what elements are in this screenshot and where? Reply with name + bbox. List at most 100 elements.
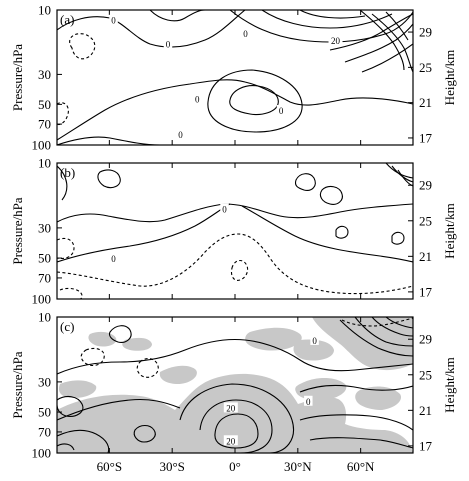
- panel-a-contour-label: 0: [195, 94, 200, 104]
- panel-a-contour: [261, 10, 393, 29]
- panel-c-shade: [122, 337, 152, 351]
- panel-c-contour: [371, 317, 413, 337]
- panel-b-contour-label: 0: [111, 254, 116, 264]
- panel-a-contour: [385, 11, 409, 41]
- panel-b-contour-label-bg: [109, 253, 118, 264]
- panel-a-height-tick-label: 25: [419, 60, 432, 75]
- panel-b-pressure-tick-label: 30: [38, 220, 51, 235]
- panel-a-contours: [57, 10, 413, 145]
- panel-c-contour-label: 20: [226, 403, 236, 413]
- panel-b-contour-label: 0: [222, 205, 227, 215]
- panel-a-pressure-tick-label: 50: [38, 97, 51, 112]
- panel-b-height-axis-title: Height/km: [442, 203, 457, 259]
- panel-c-contour: [57, 398, 181, 421]
- panel-b-contour: [385, 163, 413, 179]
- panel-a-label: (a): [60, 12, 74, 27]
- panel-a-height-tick-label: 17: [419, 130, 433, 145]
- panel-c-contour: [299, 414, 413, 431]
- panel-c-contour: [339, 319, 413, 357]
- panel-c-contour: [136, 357, 159, 378]
- panel-c-shade: [245, 327, 302, 351]
- panel-c-contour-label: 0: [306, 397, 311, 407]
- panel-b-pressure-tick-label: 50: [38, 251, 51, 266]
- contour-labels: 0 0 0 20 0 0 0 0 0 0 0 20 20: [109, 14, 343, 446]
- axis-ticks: [57, 9, 413, 454]
- panel-a-height-tick-label: 29: [419, 25, 432, 40]
- panel-a-contour-label-bg: [276, 105, 286, 116]
- panel-c-label: (c): [60, 319, 74, 334]
- panel-a-pressure-axis-title: Pressure/hPa: [10, 44, 25, 111]
- panel-c-contour-label-bg: [223, 402, 238, 413]
- axis-titles: Pressure/hPa Height/km Pressure/hPa Height/…: [10, 44, 457, 419]
- panel-a-contour-label: 20: [331, 36, 341, 46]
- panel-a-contour-label: 0: [243, 29, 248, 39]
- panel-c-contour: [108, 325, 132, 343]
- panel-b-height-tick-label: 21: [419, 249, 432, 264]
- panel-c-contour: [354, 317, 413, 347]
- panel-c-contour: [57, 443, 75, 451]
- panel-b-height-tick-label: 29: [419, 178, 432, 193]
- panel-a-contour-label-bg: [193, 93, 202, 104]
- panel-b-contour: [241, 205, 413, 263]
- panel-labels: (a) (b) (c): [60, 12, 75, 334]
- panel-b-contour: [57, 203, 231, 263]
- panel-c-shade: [159, 365, 197, 384]
- panel-c-pressure-tick-label: 50: [38, 405, 51, 420]
- panel-a-contour: [57, 79, 413, 141]
- latitude-tick-label: 30°S: [159, 459, 184, 474]
- axis-tick-labels: 1030507010029252117103050701002925211710…: [32, 3, 433, 475]
- panel-c-contours: [57, 317, 413, 453]
- panel-a-contour: [57, 10, 246, 48]
- panel-b-contour: [57, 237, 75, 260]
- panel-a-height-axis-title: Height/km: [442, 50, 457, 106]
- panel-b-contour: [230, 259, 249, 281]
- panel-a-contour: [149, 10, 206, 22]
- panel-c-contour-label-bg: [310, 334, 319, 345]
- panel-a-contour-label-bg: [176, 128, 185, 139]
- panel-b-pressure-axis-title: Pressure/hPa: [10, 197, 25, 264]
- panel-b-pressure-tick-label: 70: [38, 270, 51, 285]
- panel-c-contour: [299, 384, 413, 393]
- panel-a-pressure-tick-label: 30: [38, 67, 51, 82]
- panel-b-contour: [335, 225, 349, 239]
- panel-c-contour: [179, 383, 294, 453]
- panel-c-contour: [57, 395, 84, 417]
- panel-c-contour-label-bg: [304, 395, 313, 406]
- panel-c-contour: [57, 338, 413, 375]
- panel-a-contour: [344, 23, 413, 63]
- panel-b-pressure-tick-label: 100: [32, 292, 52, 307]
- panel-a-height-tick-label: 21: [419, 95, 432, 110]
- panel-b-contour: [319, 185, 343, 205]
- panel-c-contour: [385, 317, 413, 329]
- panel-c-contour: [57, 429, 110, 453]
- latitude-tick-label: 60°S: [97, 459, 122, 474]
- panel-b-contour: [294, 173, 316, 191]
- panel-c-contour: [309, 437, 413, 449]
- panel-b-height-tick-label: 25: [419, 213, 432, 228]
- panel-c-pressure-tick-label: 30: [38, 374, 51, 389]
- panel-b-contour: [57, 233, 413, 295]
- latitude-tick-label: 30°N: [284, 459, 312, 474]
- panel-b-pressure-tick-label: 10: [38, 156, 51, 171]
- panel-b-contours: [57, 163, 413, 299]
- panel-c-contour: [199, 399, 273, 453]
- panel-b-height-tick-label: 17: [419, 284, 433, 299]
- panel-a-contour: [299, 10, 366, 19]
- panel-a-pressure-tick-label: 100: [32, 138, 52, 153]
- panel-a-pressure-tick-label: 10: [38, 3, 51, 18]
- panel-c-contour-label: 20: [226, 436, 236, 446]
- panel-a-contour: [207, 69, 303, 133]
- panel-a-contour-label-bg: [109, 14, 118, 25]
- panel-c-height-tick-label: 21: [419, 403, 432, 418]
- panel-c-pressure-tick-label: 10: [38, 310, 51, 325]
- panel-c-height-tick-label: 29: [419, 332, 432, 347]
- panel-c-height-tick-label: 17: [419, 438, 433, 453]
- panel-a-contour: [69, 33, 96, 60]
- panel-c-contour: [214, 413, 259, 449]
- panel-c-height-tick-label: 25: [419, 367, 432, 382]
- panel-b-contour: [391, 165, 413, 183]
- panel-b-frame: [56, 162, 414, 300]
- panel-a-pressure-tick-label: 70: [38, 117, 51, 132]
- panel-a-contour: [57, 136, 161, 145]
